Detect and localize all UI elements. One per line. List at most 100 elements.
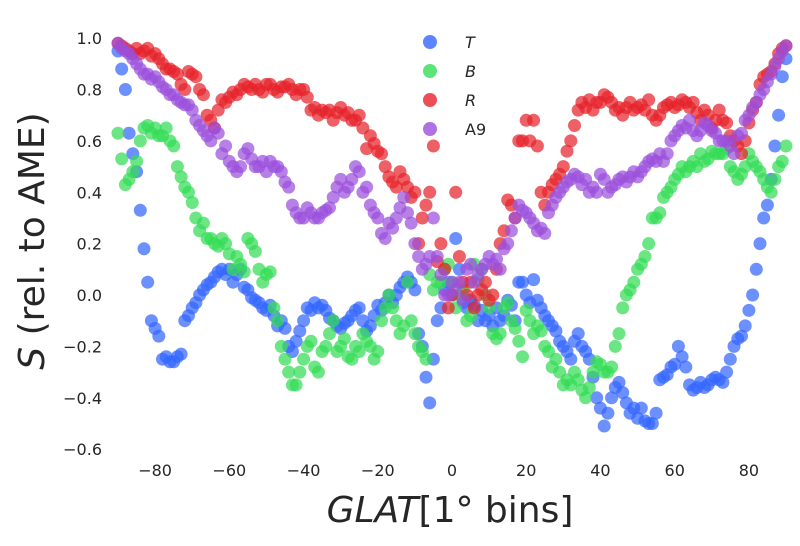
x-axis-label-rest: [1° bins] (419, 490, 574, 531)
point-r-65 (352, 108, 366, 122)
point-b-78 (401, 275, 414, 289)
point-b-61 (337, 332, 351, 346)
legend-item-a9: A9 (423, 120, 486, 139)
point-a9-148 (660, 147, 674, 161)
point-b-108 (512, 334, 526, 348)
point-b-180 (779, 139, 793, 153)
point-r-122 (564, 134, 578, 148)
point-b-79 (404, 314, 418, 328)
point-a9-77 (397, 190, 411, 204)
point-b-83 (419, 352, 433, 366)
point-a9-27 (211, 126, 225, 140)
point-a9-115 (538, 226, 552, 240)
point-b-74 (386, 301, 400, 315)
point-b-29 (219, 237, 233, 251)
point-a9-87 (434, 268, 448, 281)
point-t-151 (671, 339, 685, 353)
point-b-6 (133, 134, 147, 148)
point-b-13 (159, 121, 173, 135)
point-b-103 (493, 327, 507, 341)
point-b-43 (271, 314, 285, 328)
x-tick-label: −80 (138, 461, 172, 480)
point-b-65 (352, 345, 366, 358)
x-tick-label: 20 (516, 461, 536, 480)
point-t-84 (423, 396, 437, 410)
point-a9-74 (386, 221, 400, 235)
point-t-86 (430, 314, 444, 328)
point-b-54 (311, 365, 325, 379)
x-tick-label: 40 (590, 461, 610, 480)
point-a9-93 (456, 293, 470, 307)
point-b-107 (508, 321, 522, 335)
point-b-20 (185, 196, 199, 209)
point-b-176 (764, 185, 778, 199)
point-b-126 (579, 391, 593, 405)
point-b-110 (519, 303, 533, 317)
point-b-177 (768, 172, 782, 186)
point-a9-92 (452, 275, 466, 289)
point-a9-46 (282, 180, 296, 194)
point-r-51 (300, 90, 314, 104)
legend-item-r: R (423, 91, 476, 110)
point-a9-168 (735, 126, 748, 140)
point-r-23 (196, 88, 210, 102)
point-b-134 (608, 339, 622, 353)
point-b-19 (182, 185, 195, 199)
point-b-70 (371, 345, 385, 358)
point-r-91 (449, 185, 463, 199)
point-t-170 (742, 303, 756, 317)
point-r-84 (423, 185, 437, 199)
point-b-4 (126, 165, 140, 179)
point-t-168 (735, 329, 748, 343)
point-b-118 (549, 352, 563, 366)
point-r-155 (686, 95, 700, 109)
point-t-179 (775, 70, 789, 84)
point-b-5 (130, 154, 144, 168)
point-t-178 (772, 108, 786, 122)
point-b-1 (115, 152, 129, 166)
y-tick-label: 1.0 (77, 29, 102, 48)
point-b-42 (267, 301, 281, 315)
point-t-173 (753, 237, 767, 251)
point-a9-166 (727, 147, 741, 161)
point-b-57 (323, 327, 336, 341)
point-t-1 (115, 62, 129, 76)
point-t-6 (133, 203, 147, 217)
x-tick-label: −40 (287, 461, 321, 480)
point-r-71 (375, 147, 388, 161)
y-axis-label: S (rel. to AME) (12, 112, 53, 369)
point-t-171 (746, 288, 760, 302)
point-r-164 (720, 116, 734, 130)
point-a9-78 (401, 206, 414, 220)
point-a9-75 (389, 211, 403, 225)
point-a9-44 (274, 165, 288, 179)
point-b-46 (282, 365, 296, 379)
legend-item-t: T (423, 33, 476, 52)
point-r-101 (486, 288, 500, 302)
point-t-177 (768, 139, 782, 153)
point-t-124 (571, 327, 585, 341)
point-b-0 (111, 126, 125, 140)
point-a9-79 (404, 216, 418, 230)
point-t-83 (419, 370, 433, 384)
legend-label: B (465, 62, 476, 81)
point-b-23 (196, 216, 210, 230)
point-t-152 (675, 350, 689, 364)
point-a9-67 (360, 180, 374, 194)
points-layer (111, 36, 793, 433)
point-t-2 (118, 83, 132, 96)
point-r-80 (408, 185, 422, 199)
point-b-44 (274, 339, 288, 353)
point-b-50 (297, 352, 311, 366)
point-a9-86 (430, 250, 444, 263)
point-t-7 (137, 242, 151, 256)
x-tick-labels: −80 −60 −40 −20 0 20 40 60 80 (138, 461, 759, 480)
point-b-58 (326, 314, 340, 328)
legend-marker (423, 122, 437, 136)
y-tick-label: 0.0 (77, 286, 102, 305)
point-a9-65 (352, 165, 366, 179)
point-b-16 (170, 160, 184, 174)
point-b-80 (408, 327, 422, 341)
point-t-164 (720, 365, 734, 379)
point-b-52 (304, 334, 318, 348)
